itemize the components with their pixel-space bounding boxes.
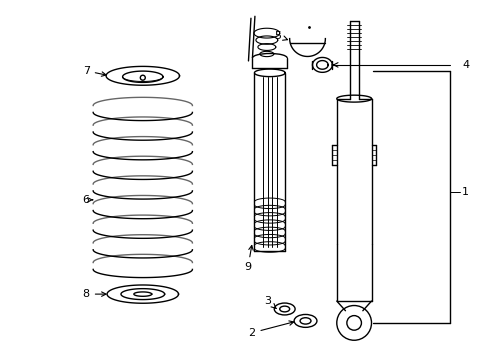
Text: 6: 6 xyxy=(83,195,93,205)
Text: 3: 3 xyxy=(264,296,276,309)
Text: 7: 7 xyxy=(83,66,106,76)
Text: 9: 9 xyxy=(245,246,253,272)
Text: 1: 1 xyxy=(462,187,469,197)
Text: 4: 4 xyxy=(462,60,469,70)
Text: 2: 2 xyxy=(248,321,294,338)
Text: 8: 8 xyxy=(83,289,106,299)
Text: 5: 5 xyxy=(274,31,288,41)
